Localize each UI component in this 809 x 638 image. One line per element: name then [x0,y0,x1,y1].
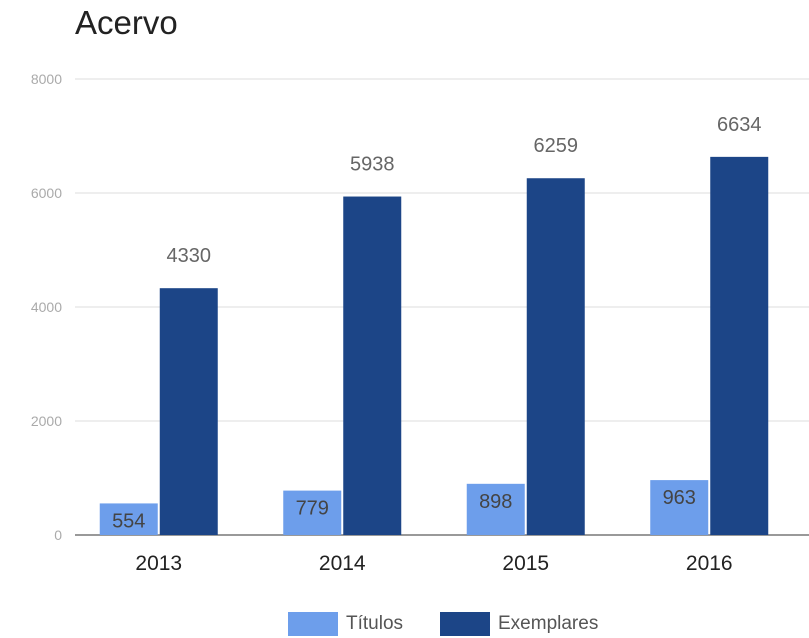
bar [159,288,218,535]
data-label: 554 [112,510,145,532]
legend: Títulos Exemplares [0,612,809,636]
data-label: 779 [296,498,329,520]
bar [283,490,342,535]
data-label: 5938 [350,154,395,176]
legend-label-titulos: Títulos [346,613,404,634]
bar [710,156,769,535]
legend-item-titulos: Títulos [288,612,403,636]
data-label: 6259 [534,135,579,157]
legend-swatch-titulos [288,612,338,636]
bar [466,483,525,535]
bar [99,503,158,535]
data-label: 4330 [167,245,212,267]
legend-item-exemplares: Exemplares [440,612,598,636]
legend-label-exemplares: Exemplares [498,613,599,634]
y-tick-label: 8000 [31,71,62,87]
data-label: 6634 [717,114,762,136]
data-label: 963 [663,487,696,509]
bar [650,480,709,535]
x-tick-label: 2014 [319,552,366,575]
x-tick-label: 2016 [686,552,733,575]
x-tick-label: 2015 [502,552,549,575]
bar-chart: 0 2000 4000 6000 8000 554 4330 2013 779 5938 2014 8… [31,71,809,575]
chart-title: Acervo [75,4,178,41]
bar [526,178,585,535]
x-tick-label: 2013 [135,552,182,575]
bar [343,196,402,535]
y-tick-label: 2000 [31,413,62,429]
y-tick-label: 4000 [31,299,62,315]
y-tick-label: 6000 [31,185,62,201]
legend-swatch-exemplares [440,612,490,636]
data-label: 898 [479,491,512,513]
y-tick-label: 0 [54,527,62,543]
